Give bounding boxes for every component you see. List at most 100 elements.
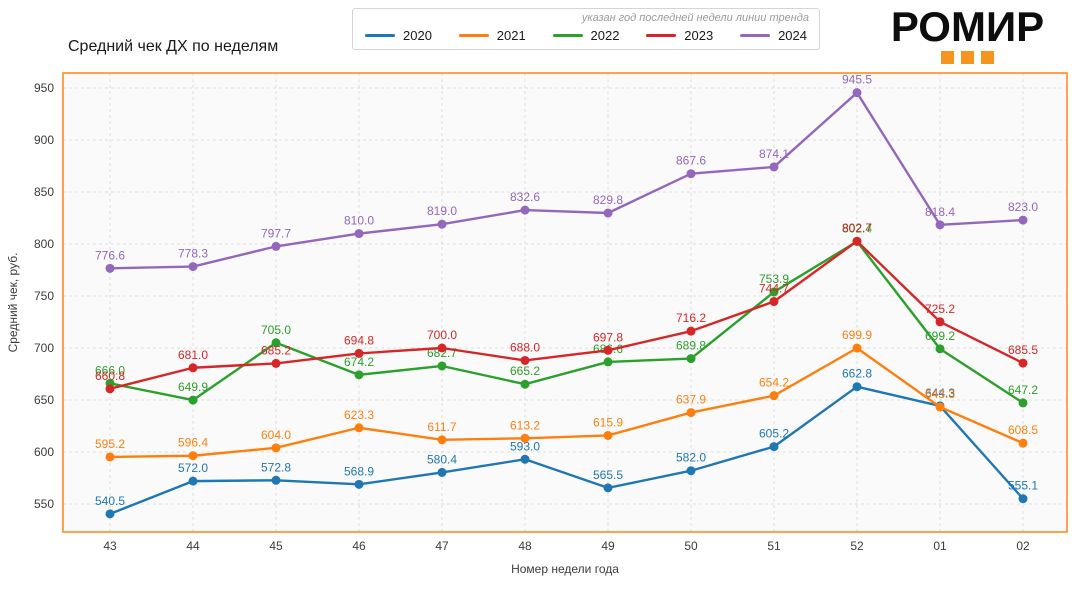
data-point-2024-50 [686, 169, 696, 179]
data-point-2024-44 [188, 262, 198, 272]
data-point-2023-45 [271, 358, 281, 368]
legend-swatch-2022 [552, 34, 583, 37]
data-point-2022-50 [686, 354, 696, 364]
data-label-2021-46: 623.3 [344, 408, 374, 422]
data-label-2020-02: 555.1 [1008, 479, 1038, 493]
legend: указан год последней недели линии тренда… [352, 8, 820, 50]
data-label-2021-43: 595.2 [95, 437, 125, 451]
data-point-2023-46 [354, 348, 364, 358]
data-point-2020-45 [271, 475, 281, 485]
x-tick-label: 50 [684, 539, 698, 553]
series-line-2021 [108, 346, 1025, 459]
y-tick-label: 950 [34, 81, 54, 95]
data-label-2022-02: 647.2 [1008, 383, 1038, 397]
y-tick-label: 850 [34, 185, 54, 199]
data-label-2021-47: 611.7 [427, 420, 456, 434]
data-label-2024-51: 874.1 [759, 147, 789, 161]
data-point-2021-44 [188, 451, 198, 461]
data-label-2022-48: 665.2 [510, 364, 540, 378]
y-tick-label: 650 [34, 393, 54, 407]
data-point-2022-45 [271, 338, 281, 348]
data-point-2022-46 [354, 370, 364, 380]
x-tick-label: 49 [601, 539, 615, 553]
romir-logo-squares [865, 51, 1070, 64]
y-tick-label: 900 [34, 133, 54, 147]
y-tick-label: 550 [34, 497, 54, 511]
logo-square [981, 51, 994, 64]
data-label-2022-44: 649.9 [178, 380, 208, 394]
legend-swatch-2020 [365, 34, 395, 37]
data-label-2021-01: 643.3 [925, 387, 955, 401]
plot-background [63, 73, 1067, 532]
data-point-2022-02 [1018, 398, 1028, 408]
data-label-2023-43: 660.8 [95, 369, 125, 383]
data-point-2020-49 [603, 483, 613, 493]
data-label-2022-01: 699.2 [925, 329, 955, 343]
data-point-2022-48 [520, 379, 530, 389]
legend-label: 2023 [684, 28, 714, 43]
legend-item-2024: 2024 [740, 28, 807, 43]
data-label-2022-45: 705.0 [261, 323, 291, 337]
legend-swatch-2024 [740, 34, 771, 37]
data-point-2023-01 [935, 317, 945, 327]
legend-item-2022: 2022 [552, 28, 620, 43]
data-point-2022-01 [935, 344, 945, 354]
data-point-2021-47 [437, 435, 447, 445]
x-tick-label: 44 [186, 539, 200, 553]
data-point-2021-50 [686, 408, 696, 418]
data-label-2023-44: 681.0 [178, 348, 208, 362]
data-label-2024-49: 829.8 [593, 193, 623, 207]
data-point-2023-52 [852, 236, 862, 246]
chart-title: Средний чек ДХ по неделям [68, 38, 279, 55]
data-point-2020-47 [437, 467, 447, 477]
data-point-2021-43 [105, 452, 115, 462]
y-tick-label: 750 [34, 289, 54, 303]
data-label-2023-52: 802.7 [842, 221, 872, 235]
legend-item-2021: 2021 [458, 28, 526, 43]
data-label-2021-45: 604.0 [261, 428, 291, 442]
data-label-2023-47: 700.0 [427, 328, 457, 342]
legend-label: 2021 [496, 28, 526, 43]
data-point-2020-50 [686, 466, 696, 476]
data-point-2023-44 [188, 363, 198, 373]
data-point-2023-51 [769, 297, 779, 307]
data-label-2021-51: 654.2 [759, 376, 789, 390]
x-tick-label: 48 [518, 539, 532, 553]
x-axis-label: Номер недели года [511, 562, 619, 576]
data-point-2021-01 [935, 402, 945, 412]
series-line-2022 [108, 240, 1025, 405]
data-point-2021-51 [769, 391, 779, 401]
data-label-2023-51: 744.7 [759, 282, 789, 296]
data-label-2024-48: 832.6 [510, 190, 540, 204]
data-label-2020-48: 593.0 [510, 439, 540, 453]
data-label-2022-51: 753.9 [759, 272, 789, 286]
data-label-2022-43: 666.0 [95, 363, 125, 377]
data-point-2021-02 [1018, 438, 1028, 448]
logo-square [941, 51, 954, 64]
data-label-2020-44: 572.0 [178, 461, 208, 475]
data-point-2024-49 [603, 208, 613, 218]
data-label-2021-48: 613.2 [510, 418, 540, 432]
data-label-2020-45: 572.8 [261, 460, 291, 474]
x-tick-label: 46 [352, 539, 366, 553]
legend-label: 2022 [590, 28, 620, 43]
data-label-2020-52: 662.8 [842, 367, 872, 381]
data-label-2020-01: 644.3 [925, 386, 955, 400]
data-label-2020-51: 605.2 [759, 427, 789, 441]
data-point-2021-46 [354, 423, 364, 433]
y-tick-label: 800 [34, 237, 54, 251]
data-point-2021-49 [603, 430, 613, 440]
romir-logo-text: РОМИР [890, 3, 1045, 50]
data-point-2024-02 [1018, 215, 1028, 225]
data-label-2024-46: 810.0 [344, 214, 374, 228]
data-label-2024-45: 797.7 [261, 226, 291, 240]
data-point-2023-50 [686, 326, 696, 336]
plot-border [62, 72, 1068, 533]
data-label-2024-47: 819.0 [427, 204, 457, 218]
data-point-2024-46 [354, 229, 364, 239]
data-label-2022-52: 802.4 [842, 222, 872, 236]
data-label-2021-52: 699.9 [842, 328, 872, 342]
legend-note: указан год последней недели линии тренда [581, 12, 809, 24]
data-label-2020-47: 580.4 [427, 452, 457, 466]
